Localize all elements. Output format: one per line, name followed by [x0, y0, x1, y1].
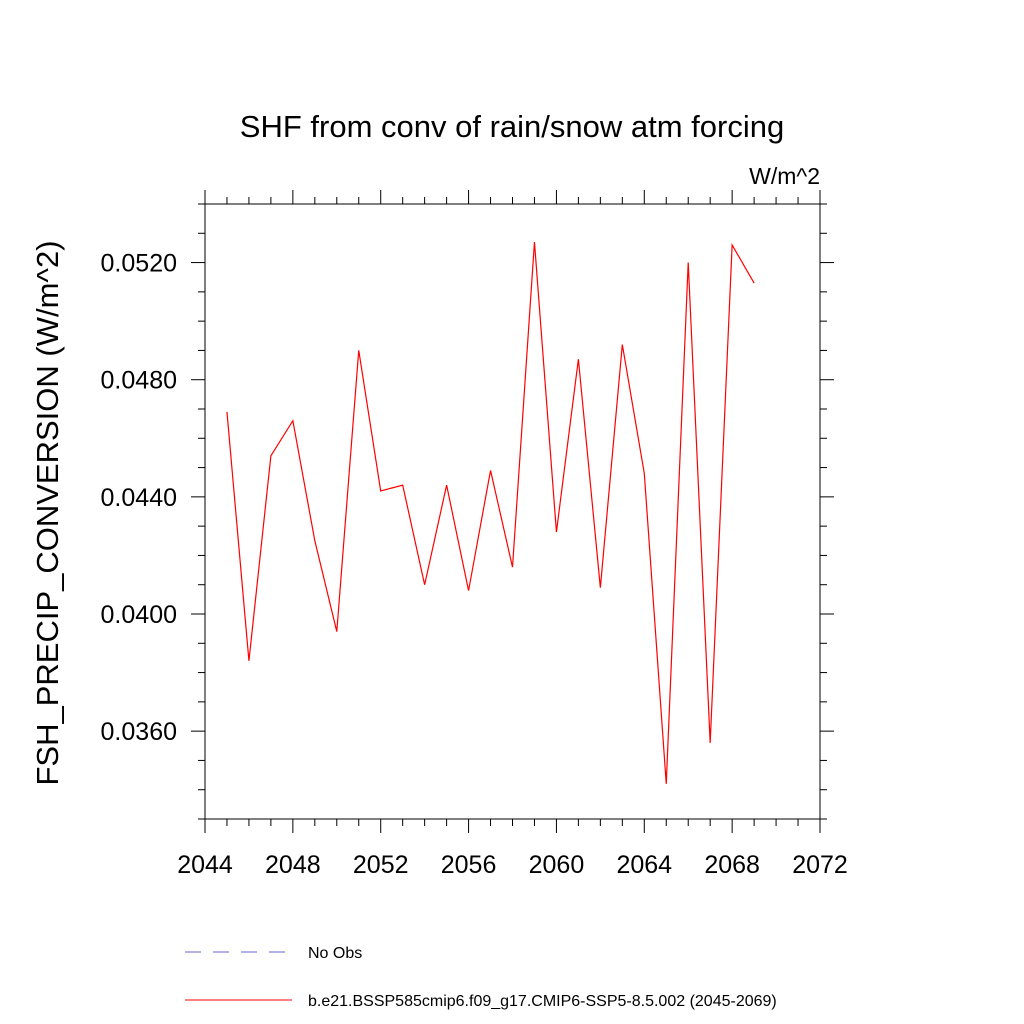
y-tick-label: 0.0520	[101, 250, 177, 278]
axis-ticks: 2044 2048 2052 2056 2060 2064 2068 2072 0.0360 0.…	[101, 190, 848, 879]
y-tick-label: 0.0360	[101, 718, 177, 746]
series-line	[226, 242, 755, 784]
y-tick-label: 0.0480	[101, 367, 177, 395]
units-label: W/m^2	[749, 163, 820, 189]
plot-frame	[204, 203, 821, 820]
legend-label-model-run: b.e21.BSSP585cmip6.f09_g17.CMIP6-SSP5-8.…	[308, 993, 777, 1010]
legend: No Obs b.e21.BSSP585cmip6.f09_g17.CMIP6-…	[185, 945, 777, 1010]
y-tick-label: 0.0440	[101, 484, 177, 512]
y-tick-label: 0.0400	[101, 601, 177, 629]
x-tick-label: 2052	[353, 851, 409, 879]
x-tick-label: 2064	[616, 851, 672, 879]
x-tick-label: 2068	[704, 851, 760, 879]
x-tick-label: 2060	[529, 851, 585, 879]
y-axis-label: FSH_PRECIP_CONVERSION (W/m^2)	[30, 240, 65, 785]
x-tick-label: 2056	[441, 851, 497, 879]
legend-label-no-obs: No Obs	[308, 945, 362, 962]
x-tick-label: 2072	[792, 851, 848, 879]
x-tick-label: 2044	[177, 851, 233, 879]
series-layer	[226, 242, 755, 784]
x-tick-label: 2048	[265, 851, 321, 879]
chart-title: SHF from conv of rain/snow atm forcing	[240, 109, 784, 144]
